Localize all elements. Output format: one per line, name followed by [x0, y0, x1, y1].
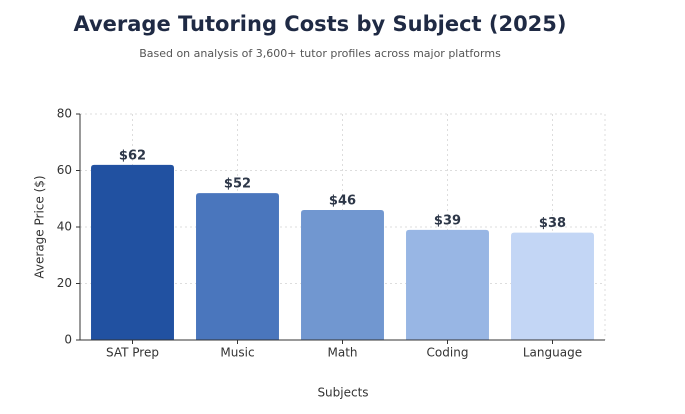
x-tick-label: Language: [523, 346, 582, 360]
value-label: $39: [434, 213, 461, 228]
value-label: $38: [539, 216, 566, 231]
x-axis-label: Subjects: [317, 386, 368, 400]
x-tick-label: Math: [327, 346, 357, 360]
bar: [301, 210, 384, 340]
chart-title: Average Tutoring Costs by Subject (2025): [73, 12, 566, 36]
y-tick-label: 0: [64, 333, 72, 347]
bar: [406, 229, 489, 340]
value-label: $62: [119, 148, 146, 163]
bar: [196, 193, 279, 340]
chart-subtitle: Based on analysis of 3,600+ tutor profil…: [139, 47, 501, 60]
bar: [511, 232, 594, 340]
value-label: $52: [224, 177, 251, 192]
y-axis-label: Average Price ($): [33, 175, 47, 278]
x-tick-label: Music: [220, 346, 254, 360]
y-tick-label: 80: [57, 107, 72, 121]
value-label: $46: [329, 194, 356, 209]
bar: [91, 164, 174, 340]
y-tick-label: 20: [57, 276, 72, 290]
x-tick-label: Coding: [427, 346, 469, 360]
y-tick-label: 40: [57, 220, 72, 234]
x-tick-label: SAT Prep: [106, 346, 159, 360]
y-tick-label: 60: [57, 163, 72, 177]
